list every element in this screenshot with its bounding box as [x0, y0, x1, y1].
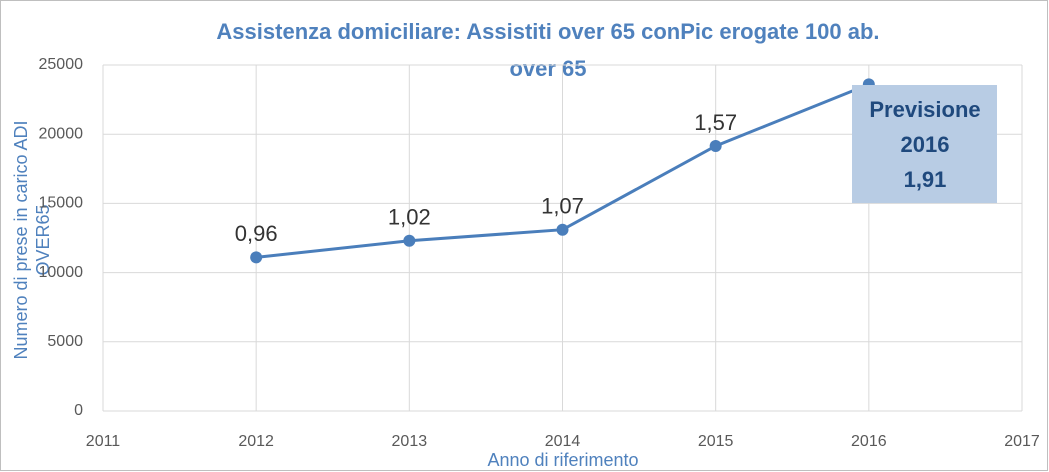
point-label: 1,07 — [541, 194, 584, 219]
chart-title: Assistenza domiciliare: Assistiti over 6… — [216, 19, 879, 44]
x-axis-label: Anno di riferimento — [487, 450, 638, 470]
point-label: 1,02 — [388, 205, 431, 230]
data-point — [556, 223, 569, 236]
x-tick-label: 2011 — [86, 433, 121, 450]
callout-text: 2016 — [901, 132, 950, 157]
data-point — [250, 251, 263, 264]
y-tick-label: 20000 — [39, 125, 84, 142]
callout-text: Previsione — [869, 97, 980, 122]
x-tick-label: 2015 — [698, 433, 734, 450]
callout-text: 1,91 — [904, 167, 947, 192]
x-tick-label: 2012 — [238, 433, 274, 450]
y-tick-label: 5000 — [47, 333, 83, 350]
y-tick-label: 10000 — [39, 264, 84, 281]
point-label: 1,57 — [694, 110, 737, 135]
y-axis-label-line: Numero di prese in carico ADI — [11, 120, 31, 359]
y-tick-label: 25000 — [39, 56, 84, 73]
y-axis-label-line: OVER65 — [33, 204, 53, 275]
y-axis-label: Numero di prese in carico ADI OVER65 — [11, 120, 53, 359]
y-tick-label: 15000 — [39, 195, 84, 212]
x-tick-label: 2017 — [1004, 433, 1040, 450]
x-tick-label: 2016 — [851, 433, 887, 450]
chart-title: over 65 — [509, 56, 586, 81]
callout-box — [852, 85, 997, 203]
point-label: 0,96 — [235, 221, 278, 246]
x-tick-label: 2014 — [545, 433, 581, 450]
y-tick-label: 0 — [74, 402, 83, 419]
data-point — [709, 139, 722, 152]
x-tick-label: 2013 — [392, 433, 428, 450]
data-point — [403, 234, 416, 247]
